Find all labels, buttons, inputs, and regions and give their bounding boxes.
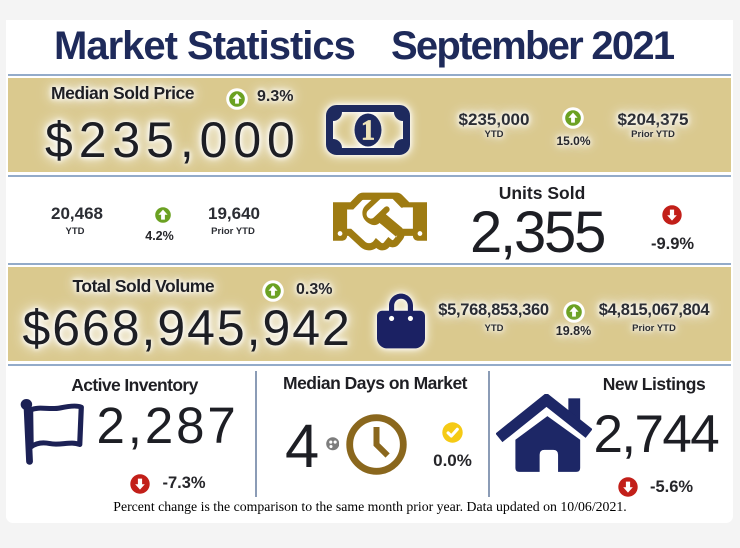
svg-text:1: 1 (361, 116, 375, 147)
